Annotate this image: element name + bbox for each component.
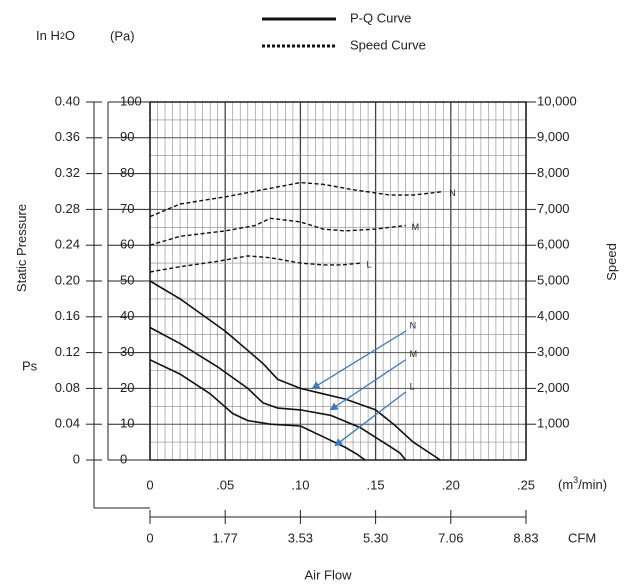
annotation-label: N [410,320,417,330]
x-cfm-tick-label: 1.77 [213,530,238,545]
x-m3-tick-label: 0 [146,477,153,492]
y-speed-tick-label: 9,000 [537,129,570,144]
speed-curve-label: N [449,188,456,198]
y-pa-tick-label: 20 [120,380,134,395]
y-inh2o-tick-label: 0.12 [55,344,80,359]
y-pa-tick-label: 70 [120,201,134,216]
x-m3-tick-label: .05 [216,477,234,492]
y-inh2o-tick-label: 0.04 [55,416,80,431]
y-pa-tick-label: 40 [120,308,134,323]
y-speed-tick-label: 10,000 [537,93,577,108]
x-m3-tick-label: .15 [367,477,385,492]
y-pa-tick-label: 100 [120,93,142,108]
x-axis-title: Air Flow [305,567,353,582]
y-speed-tick-label: 4,000 [537,308,570,323]
unit-pa: (Pa) [110,28,135,43]
pq-curve-n [149,280,441,461]
x-m3-tick-label: .20 [442,477,460,492]
y-pa-tick-label: 90 [120,129,134,144]
y-speed-tick-label: 5,000 [537,272,570,287]
legend-pq-label: P-Q Curve [350,10,411,25]
legend: P-Q Curve Speed Curve [262,10,426,52]
x-m3-tick-label: .10 [291,477,309,492]
legend-speed-label: Speed Curve [350,37,426,52]
unit-inh2o: In H2O [36,28,75,43]
grid [149,101,527,461]
y-inh2o-tick-label: 0.40 [55,93,80,108]
speed-curve-label: M [412,222,420,232]
x-cfm-tick-label: 0 [146,530,153,545]
y-inh2o-tick-label: 0.28 [55,201,80,216]
annotation-label: M [410,349,418,359]
y-pa-tick-label: 50 [120,272,134,287]
y-pa-tick-label: 0 [120,451,127,466]
y-inh2o-tick-label: 0.36 [55,129,80,144]
y-speed-tick-label: 2,000 [537,380,570,395]
y-speed-tick-label: 7,000 [537,201,570,216]
y-inh2o-tick-label: 0 [73,451,80,466]
y-speed-tick-label: 6,000 [537,237,570,252]
y-pa-tick-label: 10 [120,416,134,431]
y-inh2o-tick-label: 0.16 [55,308,80,323]
speed-curve-m [149,217,406,246]
y-left-sub-label: Ps [22,358,38,373]
y-inh2o-tick-label: 0.20 [55,272,80,287]
axes [86,101,536,524]
y-pa-tick-label: 80 [120,165,134,180]
y-pa-tick-label: 30 [120,344,134,359]
y-speed-tick-label: 8,000 [537,165,570,180]
pq-curve-m [149,326,407,461]
y-inh2o-tick-label: 0.32 [55,165,80,180]
curves: N M L [149,181,456,461]
y-speed-tick-label: 3,000 [537,344,570,359]
annotation-arrow [311,330,407,389]
x-cfm-tick-label: 8.83 [513,530,538,545]
x-m3-unit: (m3/min) [558,475,607,492]
speed-curve-n [149,181,444,218]
y-speed-tick-label: 1,000 [537,416,570,431]
annotation-arrow [329,359,407,411]
pq-curve-l [149,359,366,461]
y-left-axis-title: Static Pressure [14,204,29,292]
y-right-axis-title: Speed [604,243,619,281]
y-inh2o-tick-label: 0.24 [55,237,80,252]
speed-curve-label: L [367,259,372,269]
annotation-label: L [410,381,415,391]
annotation-arrow [334,391,407,447]
x-cfm-tick-label: 7.06 [438,530,463,545]
y-inh2o-tick-label: 0.08 [55,380,80,395]
y-pa-tick-label: 60 [120,237,134,252]
x-m3-tick-label: .25 [517,477,535,492]
x-cfm-unit: CFM [568,530,596,545]
annotations: N M L [311,320,418,447]
x-cfm-tick-label: 5.30 [363,530,388,545]
x-cfm-tick-label: 3.53 [288,530,313,545]
